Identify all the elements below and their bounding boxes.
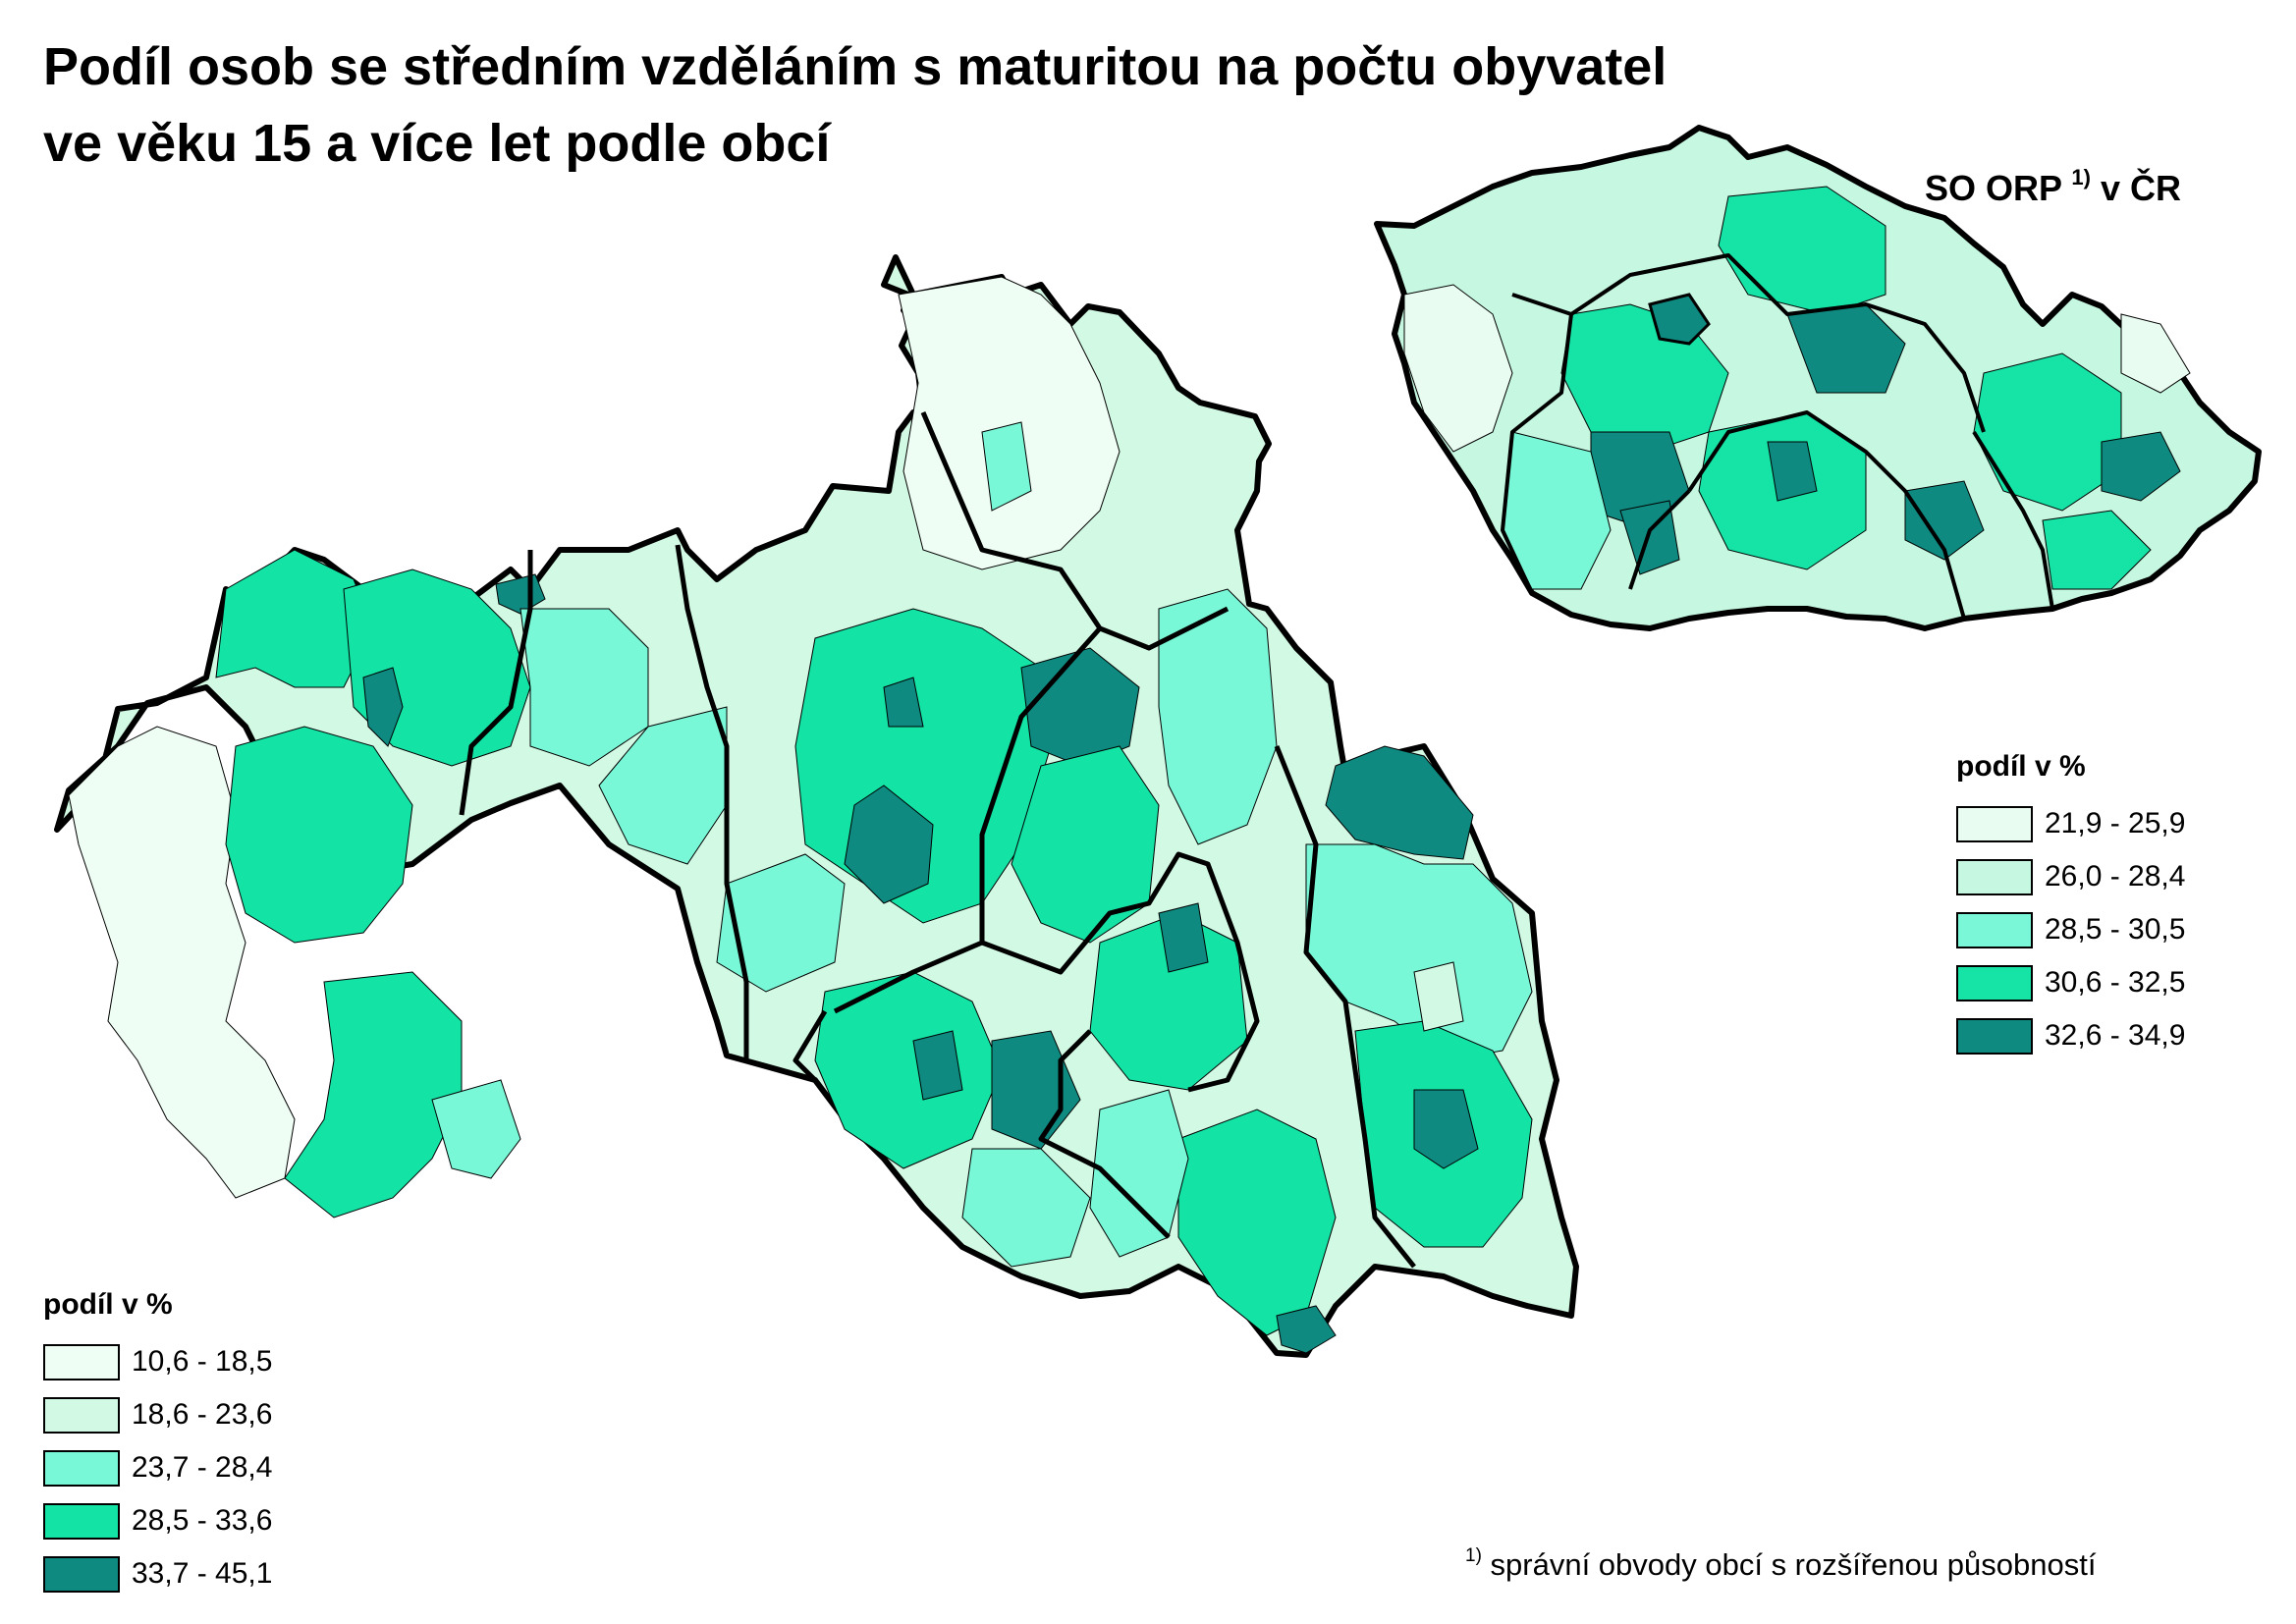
inset-title-text: SO ORP: [1925, 168, 2072, 208]
area-liberec-core: [362, 667, 404, 747]
area-south-west: [284, 971, 463, 1218]
legend-main-label: 23,7 - 28,4: [132, 1451, 273, 1484]
area-southcentral: [716, 853, 846, 993]
legend-cr-label: 28,5 - 30,5: [2045, 913, 2186, 946]
legend-main-label: 18,6 - 23,6: [132, 1398, 273, 1431]
area-central-west: [225, 726, 413, 944]
legend-cr-swatch: [1956, 964, 2033, 1001]
cr-ostrava: [2101, 431, 2181, 502]
legend-main-title: podíl v %: [43, 1288, 173, 1321]
legend-cr-label: 21,9 - 25,9: [2045, 807, 2186, 839]
legend-main-swatch: [43, 1449, 120, 1487]
area-frydlant-top: [898, 276, 1121, 570]
cr-vysocina-dark: [1767, 441, 1818, 502]
legend-cr-row: 28,5 - 30,5: [1956, 903, 2185, 956]
legend-main-swatch: [43, 1396, 120, 1434]
area-southwest-light: [431, 1079, 521, 1179]
map-title-line-1: Podíl osob se středním vzděláním s matur…: [43, 37, 1667, 96]
cr-brno: [1904, 480, 1985, 561]
map-title-line-2: ve věku 15 a více let podle obcí: [43, 114, 831, 173]
inset-title-tail: v ČR: [2090, 168, 2181, 208]
area-north-band: [519, 608, 649, 767]
legend-main-label: 10,6 - 18,5: [132, 1345, 273, 1378]
area-frydlant-center: [981, 421, 1032, 512]
orp-boundaries: [459, 411, 1416, 1269]
legend-main-label: 33,7 - 45,1: [132, 1557, 273, 1590]
area-south-mid: [961, 1148, 1091, 1268]
cr-south-dark: [1619, 500, 1680, 575]
legend-main-row: 10,6 - 18,5: [43, 1335, 272, 1388]
legend-cr-row: 26,0 - 28,4: [1956, 850, 2185, 903]
area-east-pale: [1413, 961, 1464, 1032]
area-jablonec-east: [1011, 745, 1160, 944]
cr-inset-map: [1374, 125, 2262, 631]
footnote-text: správní obvody obcí s rozšířenou působno…: [1481, 1547, 2097, 1582]
area-jablonec-north: [598, 706, 728, 865]
legend-cr: podíl v % 21,9 - 25,9 26,0 - 28,4 28,5 -…: [1956, 750, 2185, 1062]
area-liberec-city: [844, 785, 934, 904]
cr-praha: [1648, 293, 1711, 346]
inset-title: SO ORP 1) v ČR: [1925, 165, 2181, 209]
cr-east-light: [2120, 313, 2191, 394]
legend-cr-swatch: [1956, 911, 2033, 948]
cr-west-light: [1403, 284, 1513, 453]
legend-cr-title: podíl v %: [1956, 750, 2086, 783]
cr-region-boundaries: [1501, 253, 2054, 620]
area-semily-dark2: [1158, 902, 1209, 973]
area-south-east-dark: [1276, 1305, 1337, 1354]
legend-cr-row: 32,6 - 34,9: [1956, 1009, 2185, 1062]
legend-main-row: 23,7 - 28,4: [43, 1441, 272, 1494]
area-turnov: [814, 971, 1003, 1169]
area-northwest: [215, 549, 374, 688]
main-region-map: [54, 254, 1579, 1358]
legend-cr-swatch: [1956, 805, 2033, 842]
legend-cr-swatch: [1956, 1017, 2033, 1055]
area-turnov-core: [912, 1030, 963, 1101]
cr-zlin: [2042, 510, 2152, 590]
footnote-mark: 1): [1465, 1545, 1482, 1566]
legend-main-swatch: [43, 1555, 120, 1593]
area-west: [68, 726, 296, 1199]
legend-main-swatch: [43, 1502, 120, 1540]
area-semily-dark: [1413, 1089, 1479, 1169]
area-jablonec: [1020, 647, 1140, 767]
legend-main-row: 28,5 - 33,6: [43, 1494, 272, 1547]
legend-cr-row: 21,9 - 25,9: [1956, 797, 2185, 850]
legend-cr-label: 32,6 - 34,9: [2045, 1019, 2186, 1052]
legend-cr-swatch: [1956, 858, 2033, 895]
legend-main-row: 33,7 - 45,1: [43, 1547, 272, 1600]
footnote: 1) správní obvody obcí s rozšířenou půso…: [1465, 1545, 2096, 1583]
legend-cr-row: 30,6 - 32,5: [1956, 956, 2185, 1009]
legend-main: podíl v % 10,6 - 18,5 18,6 - 23,6 23,7 -…: [43, 1288, 272, 1600]
legend-main-row: 18,6 - 23,6: [43, 1388, 272, 1441]
legend-cr-label: 26,0 - 28,4: [2045, 860, 2186, 893]
inset-title-footnote-mark: 1): [2071, 165, 2091, 189]
legend-cr-label: 30,6 - 32,5: [2045, 966, 2186, 999]
legend-main-swatch: [43, 1343, 120, 1380]
area-central-dark2: [883, 677, 924, 728]
area-tanvald: [1158, 588, 1278, 845]
area-east-top-dark: [1325, 745, 1474, 860]
legend-main-label: 28,5 - 33,6: [132, 1504, 273, 1537]
